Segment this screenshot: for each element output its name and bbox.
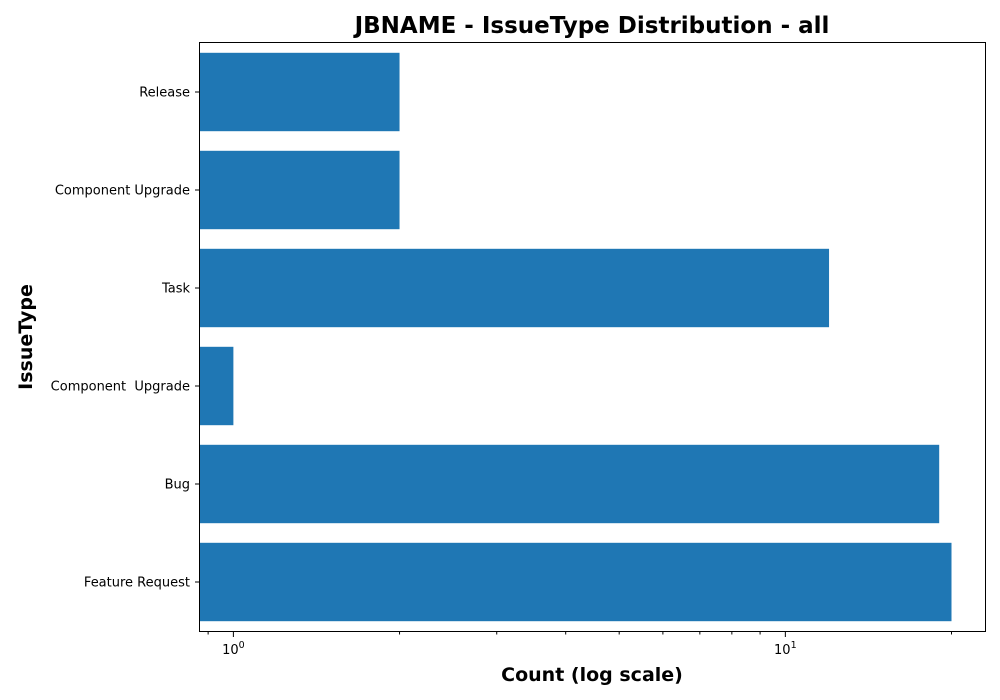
bar-component-upgrade-1 bbox=[200, 150, 400, 230]
chart-title: JBNAME - IssueType Distribution - all bbox=[353, 13, 830, 39]
bar-bug-4 bbox=[200, 444, 940, 524]
bar-release-0 bbox=[200, 52, 400, 132]
x-axis-ticks: 100 101 bbox=[207, 631, 952, 658]
y-tick-label: Release bbox=[139, 86, 190, 101]
plot-frame bbox=[199, 42, 986, 632]
y-tick-label: Feature Request bbox=[84, 576, 190, 591]
y-tick-label: Component Upgrade bbox=[51, 380, 190, 395]
bar-component-upgrade-3 bbox=[200, 346, 234, 426]
x-axis-label: Count (log scale) bbox=[501, 664, 683, 686]
x-tick-label: 100 bbox=[222, 640, 245, 658]
y-axis-label: IssueType bbox=[15, 284, 37, 390]
bar-task-2 bbox=[200, 248, 830, 328]
x-tick-label: 101 bbox=[774, 640, 797, 658]
y-axis-ticks: Release Component Upgrade Task Component Up… bbox=[51, 86, 200, 591]
y-tick-label: Bug bbox=[165, 478, 190, 493]
bars-group bbox=[200, 52, 952, 622]
y-tick-label: Task bbox=[161, 282, 191, 297]
y-tick-label: Component Upgrade bbox=[55, 184, 190, 199]
bar-feature-request-5 bbox=[200, 542, 952, 622]
